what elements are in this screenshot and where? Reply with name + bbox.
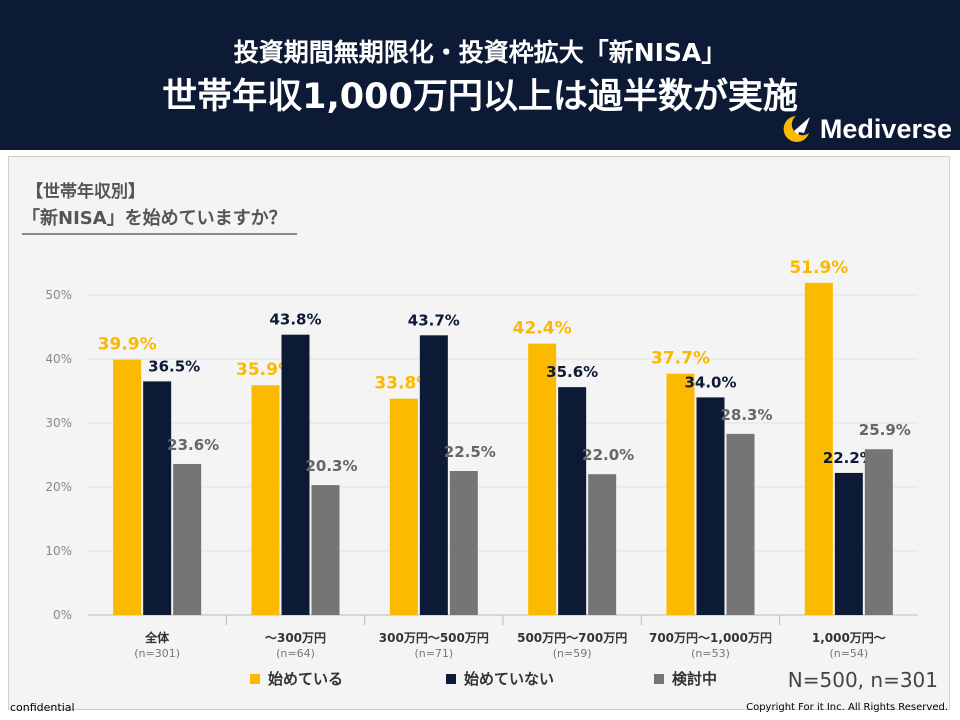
data-label-not-started: 35.6% (546, 363, 598, 381)
data-label-started: 51.9% (789, 258, 848, 278)
x-tick-sublabel: (n=59) (553, 647, 592, 660)
x-tick-label: 700万円～1,000万円 (649, 631, 772, 645)
bar-not-started (834, 472, 863, 615)
data-label-started: 42.4% (513, 319, 572, 339)
y-tick-label: 50% (45, 288, 72, 302)
x-tick-label: 300万円～500万円 (379, 631, 489, 645)
title-line-2: 世帯年収1,000万円以上は過半数が実施 (162, 77, 798, 117)
legend-swatch-started (250, 673, 260, 684)
bar-not-started (558, 387, 587, 615)
bar-not-started (143, 381, 172, 615)
legend-item-not-started: 始めていない (446, 668, 554, 689)
question-text: 「新NISA」を始めていますか？ (22, 204, 297, 235)
y-tick-label: 30% (45, 416, 72, 430)
y-tick-label: 40% (45, 352, 72, 366)
bar-started (528, 343, 557, 615)
bar-considering (726, 433, 755, 615)
legend-item-considering: 検討中 (654, 668, 717, 689)
bar-considering (449, 471, 478, 615)
x-tick-label: 500万円～700万円 (517, 631, 627, 645)
mediverse-logo: Mediverse (780, 113, 952, 145)
data-label-considering: 28.3% (720, 406, 772, 424)
bar-considering (311, 485, 340, 615)
legend-label-considering: 検討中 (672, 670, 718, 688)
bar-started (251, 385, 280, 615)
question-category: 【世帯年収別】 (26, 182, 145, 202)
legend-swatch-considering (654, 673, 664, 684)
data-label-considering: 25.9% (859, 421, 911, 439)
x-tick-sublabel: (n=53) (691, 647, 730, 660)
bar-not-started (696, 397, 725, 615)
data-label-considering: 23.6% (167, 436, 219, 454)
x-tick-sublabel: (n=71) (414, 647, 453, 660)
copyright-notice: Copyright For it Inc. All Rights Reserve… (746, 702, 948, 713)
data-label-not-started: 34.0% (684, 373, 736, 391)
sample-size-note: N=500, n=301 (787, 668, 938, 692)
chart-legend: 始めている 始めていない 検討中 (0, 668, 960, 692)
x-tick-sublabel: (n=301) (134, 647, 180, 660)
data-label-not-started: 36.5% (148, 357, 200, 375)
logo-text: Mediverse (819, 113, 952, 144)
y-tick-label: 20% (45, 480, 72, 494)
bar-not-started (281, 334, 310, 615)
x-tick-label: 全体 (144, 630, 170, 645)
title-line-1: 投資期間無期限化・投資枠拡大「新NISA」 (233, 38, 727, 67)
bar-considering (588, 474, 617, 615)
y-tick-label: 0% (53, 608, 72, 622)
data-label-not-started: 43.8% (269, 311, 321, 329)
data-label-started: 37.7% (651, 349, 710, 369)
bar-started (666, 373, 695, 615)
data-label-started: 39.9% (98, 335, 157, 355)
crescent-rocket-icon (783, 116, 810, 142)
x-tick-sublabel: (n=64) (276, 647, 315, 660)
bar-considering (173, 463, 202, 615)
bar-started (389, 398, 418, 615)
legend-item-started: 始めている (250, 668, 343, 689)
bar-not-started (419, 335, 448, 615)
x-tick-label: 1,000万円～ (812, 631, 886, 645)
header-banner: 投資期間無期限化・投資枠拡大「新NISA」 世帯年収1,000万円以上は過半数が… (0, 0, 960, 150)
data-label-considering: 22.0% (582, 446, 634, 464)
y-tick-label: 10% (45, 544, 72, 558)
bar-started (113, 359, 142, 615)
data-label-started: 35.9% (236, 360, 295, 380)
data-label-not-started: 43.7% (408, 311, 460, 329)
data-label-started: 33.8% (374, 374, 433, 394)
x-tick-sublabel: (n=54) (829, 647, 868, 660)
bar-started (804, 282, 833, 615)
legend-label-not-started: 始めていない (464, 670, 555, 688)
legend-swatch-not-started (446, 673, 456, 684)
bar-considering (864, 449, 893, 615)
x-tick-label: ～300万円 (265, 631, 326, 645)
data-label-considering: 22.5% (444, 443, 496, 461)
data-label-not-started: 22.2% (823, 449, 875, 467)
legend-label-started: 始めている (268, 670, 344, 688)
confidential-label: confidential (10, 701, 75, 714)
data-label-considering: 20.3% (305, 457, 357, 475)
